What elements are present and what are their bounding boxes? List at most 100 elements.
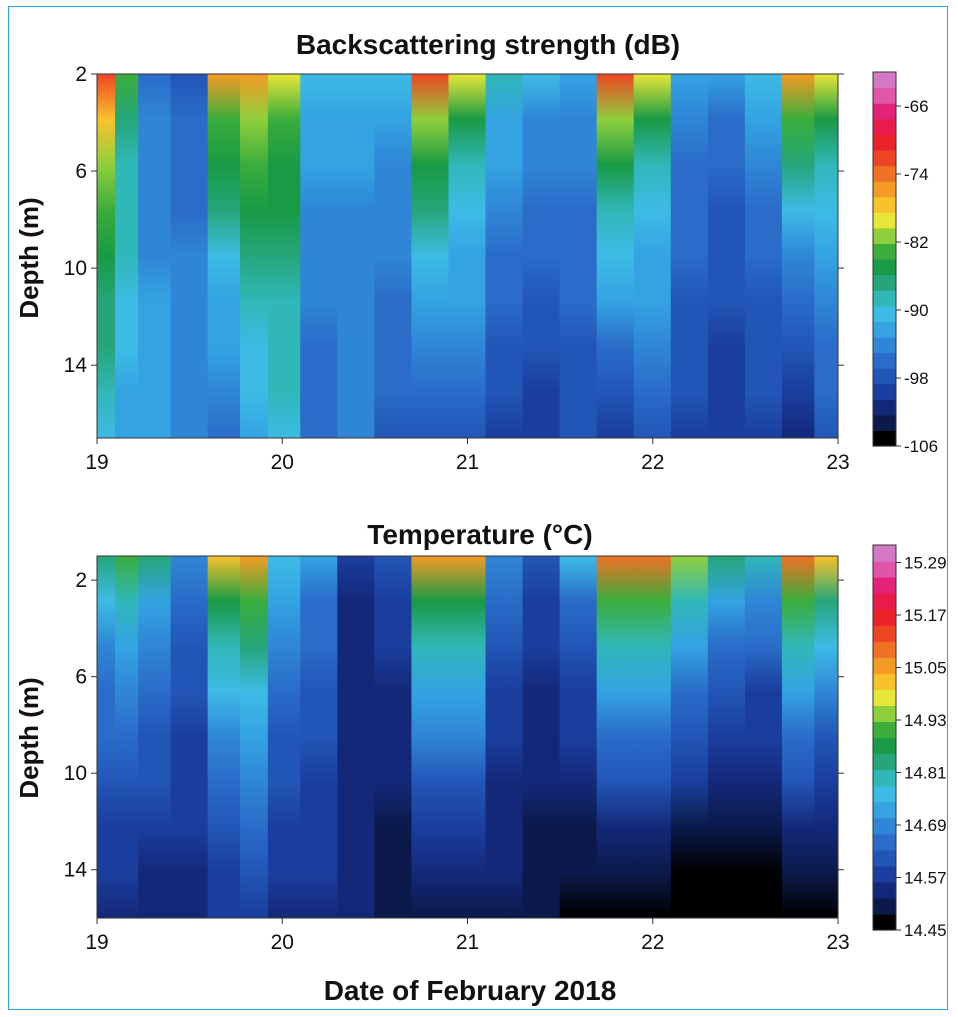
colorbar-swatch bbox=[873, 118, 896, 135]
colorbar-swatch bbox=[873, 545, 896, 562]
colorbar-swatch bbox=[873, 769, 896, 787]
heatmap-column bbox=[744, 74, 783, 438]
heatmap-column bbox=[485, 74, 524, 438]
colorbar-swatch bbox=[873, 243, 896, 260]
y-tick-label: 10 bbox=[64, 762, 87, 785]
y-tick-label: 2 bbox=[75, 63, 87, 86]
colorbar-swatch bbox=[873, 657, 896, 674]
heatmap-column bbox=[240, 556, 269, 918]
temperature-title: Temperature (°C) bbox=[367, 519, 592, 550]
heatmap-column bbox=[781, 74, 816, 438]
x-tick-label: 23 bbox=[826, 931, 849, 954]
colorbar-swatch bbox=[873, 913, 896, 931]
backscatter-colorbar: -66 -74 -82 -90 -98 -106 bbox=[872, 71, 938, 456]
heatmap-column bbox=[633, 74, 672, 438]
heatmap-column bbox=[707, 556, 746, 918]
colorbar-swatch bbox=[873, 321, 896, 338]
colorbar-tick-label: 14.81 bbox=[904, 764, 947, 783]
heatmap-column bbox=[814, 556, 838, 918]
x-tick-label: 19 bbox=[85, 931, 108, 954]
colorbar-tick-label: -90 bbox=[904, 301, 929, 320]
heatmap-column bbox=[596, 556, 635, 918]
colorbar-swatch bbox=[873, 833, 896, 851]
colorbar-swatch bbox=[873, 414, 896, 432]
heatmap-column bbox=[707, 74, 746, 438]
colorbar-swatch bbox=[873, 641, 896, 658]
x-tick-label: 22 bbox=[641, 931, 664, 954]
colorbar-swatch bbox=[873, 785, 896, 803]
x-tick-label: 21 bbox=[456, 931, 479, 954]
colorbar-swatch bbox=[873, 149, 896, 167]
colorbar-tick-label: -82 bbox=[904, 233, 929, 252]
heatmap-column bbox=[97, 556, 117, 918]
colorbar-swatch bbox=[873, 72, 896, 89]
colorbar-swatch bbox=[873, 383, 896, 400]
x-tick-label: 23 bbox=[826, 451, 849, 474]
heatmap-column bbox=[207, 556, 242, 918]
backscatter-y-axis-label: Depth (m) bbox=[14, 197, 44, 318]
heatmap-column bbox=[559, 74, 598, 438]
colorbar-tick-label: -98 bbox=[904, 369, 929, 388]
colorbar-swatch bbox=[873, 753, 896, 771]
colorbar-tick-label: 14.93 bbox=[904, 711, 947, 730]
colorbar-swatch bbox=[873, 196, 896, 213]
colorbar-tick-label: 15.05 bbox=[904, 659, 947, 678]
temperature-x-ticks: 19 20 21 22 23 bbox=[85, 918, 850, 954]
colorbar-swatch bbox=[873, 577, 896, 594]
colorbar-swatch bbox=[873, 165, 896, 182]
colorbar-tick-label: 14.57 bbox=[904, 869, 947, 888]
colorbar-swatch bbox=[873, 625, 896, 642]
colorbar-swatch bbox=[873, 881, 896, 899]
x-tick-label: 20 bbox=[271, 931, 294, 954]
temperature-y-axis-label: Depth (m) bbox=[14, 677, 44, 798]
colorbar-swatch bbox=[873, 593, 896, 610]
heatmap-column bbox=[267, 556, 302, 918]
heatmap-column bbox=[300, 556, 339, 918]
colorbar-swatch bbox=[873, 305, 896, 322]
heatmap-column bbox=[170, 556, 209, 918]
colorbar-swatch bbox=[873, 274, 896, 291]
colorbar-tick-label: 14.69 bbox=[904, 816, 947, 835]
temperature-y-ticks: 2 6 10 14 bbox=[64, 569, 844, 882]
colorbar-swatch bbox=[873, 134, 896, 151]
colorbar-swatch bbox=[873, 609, 896, 626]
x-tick-label: 19 bbox=[85, 451, 108, 474]
heatmap-column bbox=[411, 556, 450, 918]
temperature-panel: Temperature (°C) Depth (m) 19 20 21 22 23 2 6… bbox=[14, 519, 947, 954]
y-tick-label: 14 bbox=[64, 859, 88, 882]
heatmap-column bbox=[138, 74, 172, 438]
colorbar-swatch bbox=[873, 336, 896, 354]
heatmap-column bbox=[485, 556, 524, 918]
heatmap-column bbox=[522, 74, 561, 438]
x-axis-label: Date of February 2018 bbox=[324, 975, 617, 1006]
colorbar-tick-label: -74 bbox=[904, 165, 929, 184]
colorbar-swatch bbox=[873, 181, 896, 198]
y-tick-label: 2 bbox=[75, 569, 87, 592]
colorbar-swatch bbox=[873, 673, 896, 690]
colorbar-swatch bbox=[873, 897, 896, 915]
colorbar-swatch bbox=[873, 87, 896, 104]
heatmap-column bbox=[670, 74, 709, 438]
x-tick-label: 22 bbox=[641, 451, 664, 474]
heatmap-column bbox=[781, 556, 816, 918]
colorbar-tick-label: 14.45 bbox=[904, 921, 947, 940]
colorbar-frame bbox=[872, 544, 897, 931]
y-tick-label: 6 bbox=[75, 666, 87, 689]
x-tick-label: 21 bbox=[456, 451, 479, 474]
temperature-plot-area bbox=[96, 555, 839, 919]
backscatter-panel: Backscattering strength (dB) Depth (m) 1… bbox=[14, 29, 938, 474]
backscatter-title: Backscattering strength (dB) bbox=[296, 29, 680, 60]
heatmap-column bbox=[337, 556, 376, 918]
colorbar-swatch bbox=[873, 689, 896, 707]
heatmap-column bbox=[207, 74, 242, 438]
colorbar-swatch bbox=[873, 368, 896, 385]
colorbar-swatch bbox=[873, 352, 896, 369]
colorbar-swatch bbox=[873, 290, 896, 307]
heatmap-column bbox=[596, 74, 635, 438]
colorbar-swatch bbox=[873, 865, 896, 883]
colorbar-swatch bbox=[873, 561, 896, 578]
colorbar-tick-label: -66 bbox=[904, 97, 929, 116]
heatmap-column bbox=[267, 74, 302, 438]
colorbar-swatch bbox=[873, 212, 896, 229]
